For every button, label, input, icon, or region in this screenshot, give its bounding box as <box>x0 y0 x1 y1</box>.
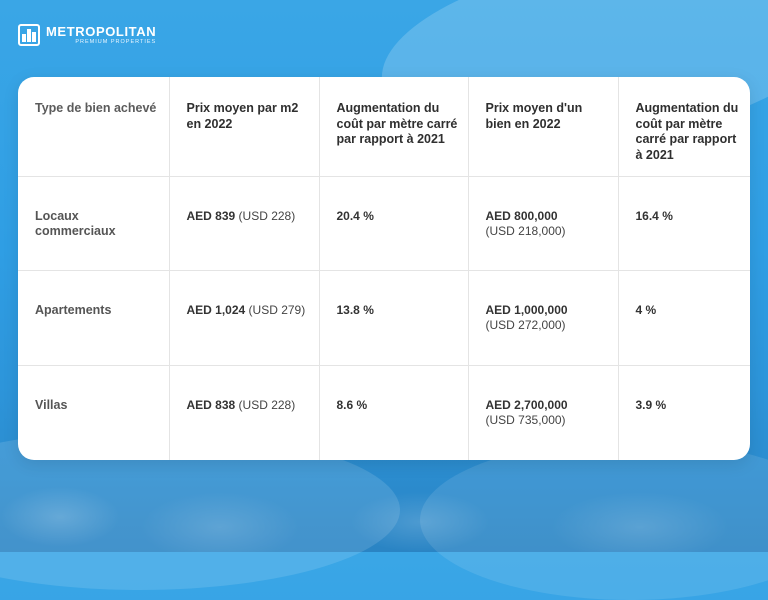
price-aed: AED 800,000 <box>485 208 558 223</box>
building-icon <box>18 24 40 46</box>
price-usd: (USD 218,000) <box>485 223 566 238</box>
table-row: Villas AED 838 (USD 228) 8.6 % AED 2,700… <box>18 365 750 460</box>
table-row: Apartements AED 1,024 (USD 279) 13.8 % A… <box>18 270 750 366</box>
price-usd: (USD 228) <box>238 208 296 223</box>
price-usd: (USD 272,000) <box>485 318 566 333</box>
price-usd: (USD 228) <box>238 397 296 412</box>
brand-logo: METROPOLITAN PREMIUM PROPERTIES <box>18 24 156 46</box>
table-row: Locaux commerciaux AED 839 (USD 228) 20.… <box>18 176 750 272</box>
increase-unit-cell: 3.9 % <box>635 397 667 412</box>
price-usd: (USD 735,000) <box>485 412 566 427</box>
price-aed: AED 1,000,000 <box>485 303 568 318</box>
header-property-type: Type de bien achevé <box>18 77 170 177</box>
price-m2-cell: AED 1,024 (USD 279) <box>169 270 320 366</box>
increase-unit-cell: 4 % <box>618 270 750 366</box>
header-avg-price-unit: Prix moyen d'un bien en 2022 <box>468 77 619 177</box>
price-unit-cell: AED 2,700,000 (USD 735,000) <box>468 365 619 460</box>
price-unit-cell: AED 1,000,000 (USD 272,000) <box>468 270 619 366</box>
background-scenery <box>0 457 768 552</box>
increase-m2-cell: 13.8 % <box>319 270 469 366</box>
price-usd: (USD 279) <box>248 303 306 318</box>
price-m2-cell: AED 839 (USD 228) <box>169 176 320 272</box>
increase-m2-cell: 20.4 % <box>319 176 469 272</box>
price-aed: AED 839 <box>186 208 236 223</box>
increase-unit-cell: 16.4 % <box>618 176 750 272</box>
increase-m2-cell: 8.6 % <box>319 365 469 460</box>
price-aed: AED 2,700,000 <box>485 397 568 412</box>
price-aed: AED 838 <box>186 397 236 412</box>
header-increase-m2: Augmentation du coût par mètre carré par… <box>319 77 469 177</box>
header-avg-price-m2: Prix moyen par m2 en 2022 <box>169 77 320 177</box>
table-header-row: Type de bien achevé Prix moyen par m2 en… <box>18 77 750 177</box>
header-increase-unit: Augmentation du coût par mètre carré par… <box>618 77 750 177</box>
property-type-cell: Villas <box>18 365 170 460</box>
price-aed: AED 1,024 <box>186 303 246 318</box>
price-unit-cell: AED 800,000 (USD 218,000) <box>468 176 619 272</box>
brand-tagline: PREMIUM PROPERTIES <box>75 38 157 45</box>
property-type-cell: Locaux commerciaux <box>18 176 170 272</box>
price-table-card: Type de bien achevé Prix moyen par m2 en… <box>18 77 750 460</box>
brand-text: METROPOLITAN PREMIUM PROPERTIES <box>46 25 156 46</box>
price-m2-cell: AED 838 (USD 228) <box>169 365 320 460</box>
price-table: Type de bien achevé Prix moyen par m2 en… <box>18 77 750 460</box>
brand-name: METROPOLITAN <box>46 23 157 39</box>
property-type-cell: Apartements <box>18 270 170 366</box>
